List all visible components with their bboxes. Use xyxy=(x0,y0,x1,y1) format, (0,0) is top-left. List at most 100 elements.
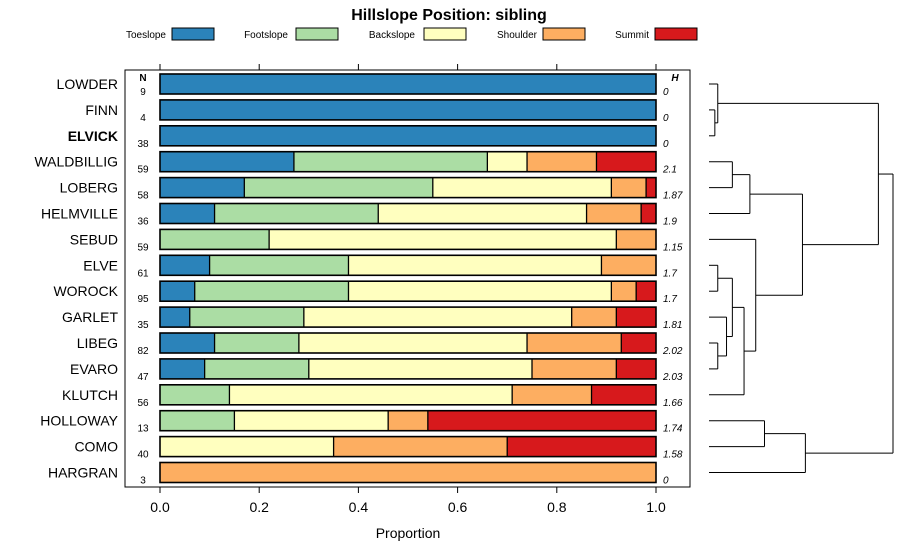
bar-segment-summit xyxy=(616,307,656,328)
bar-segment-summit xyxy=(646,177,656,198)
bar-segment-summit xyxy=(591,384,656,405)
bar-outline xyxy=(159,125,657,147)
category-label: LOWDER xyxy=(57,76,118,92)
bar-segment-shoulder xyxy=(388,410,428,431)
bar-segment-summit xyxy=(427,410,656,431)
legend: Toeslope Footslope Backslope Shoulder Summit xyxy=(126,27,698,41)
bar-segment-backslope xyxy=(487,151,528,172)
bar-segment-backslope xyxy=(378,203,587,224)
bar-outline xyxy=(159,358,657,380)
category-label: LOBERG xyxy=(60,180,118,196)
h-value: 1.66 xyxy=(663,398,683,409)
bar-segment-backslope xyxy=(229,384,513,405)
h-value: 0 xyxy=(663,87,669,98)
n-value: 3 xyxy=(140,476,146,487)
bar-segment-footslope xyxy=(214,333,299,353)
h-column-header: H xyxy=(671,73,679,84)
bar-segment-toeslope xyxy=(160,125,656,146)
row-hargran: HARGRAN 3 0 xyxy=(48,461,669,487)
bar-segment-summit xyxy=(596,151,656,172)
bar-segment-toeslope xyxy=(160,255,210,276)
bar-segment-backslope xyxy=(160,436,334,457)
bar-outline xyxy=(159,435,657,458)
h-value: 1.7 xyxy=(663,268,677,279)
bar-outline xyxy=(159,176,657,199)
bar-segment-footslope xyxy=(214,203,379,224)
row-lowder: LOWDER 9 0 xyxy=(57,73,669,98)
row-finn: FINN 4 0 xyxy=(85,99,669,124)
bar-segment-summit xyxy=(636,281,656,302)
h-value: 1.9 xyxy=(663,217,677,228)
bar-segment-shoulder xyxy=(527,151,597,172)
category-label: COMO xyxy=(74,439,118,455)
category-label: WOROCK xyxy=(53,283,118,299)
bar-segment-shoulder xyxy=(611,177,647,198)
h-value: 1.87 xyxy=(663,191,683,202)
h-value: 2.02 xyxy=(662,346,683,357)
chart-title: Hillslope Position: sibling xyxy=(351,7,547,24)
n-value: 13 xyxy=(137,424,149,435)
category-label: FINN xyxy=(85,102,118,118)
legend-label-summit: Summit xyxy=(615,30,649,41)
x-axis-label: Proportion xyxy=(376,525,441,541)
bar-outline xyxy=(159,461,657,484)
x-tick-label: 0.0 xyxy=(150,499,170,515)
h-value: 0 xyxy=(663,139,669,150)
category-label: WALDBILLIG xyxy=(34,154,118,170)
bar-segment-footslope xyxy=(160,384,230,405)
bar-outline xyxy=(159,73,657,95)
row-helmville: HELMVILLE 36 1.9 xyxy=(41,202,677,228)
bar-segment-toeslope xyxy=(160,358,205,379)
h-value: 0 xyxy=(663,476,669,487)
n-value: 4 xyxy=(140,113,146,124)
n-value: 59 xyxy=(137,242,149,253)
bar-segment-summit xyxy=(507,436,656,457)
dendrogram xyxy=(709,83,894,473)
row-sebud: SEBUD 59 1.15 xyxy=(70,228,683,253)
bar-segment-toeslope xyxy=(160,177,245,198)
n-value: 82 xyxy=(137,346,149,357)
category-label: ELVICK xyxy=(68,128,118,144)
legend-swatch-footslope xyxy=(295,27,339,41)
row-elvick: ELVICK 38 0 xyxy=(68,125,669,150)
legend-label-footslope: Footslope xyxy=(244,30,288,41)
row-libeg: LIBEG 82 2.02 xyxy=(77,332,683,357)
category-label: EVARO xyxy=(70,361,118,377)
n-value: 35 xyxy=(137,320,149,331)
bar-outline xyxy=(159,228,657,251)
bar-segment-footslope xyxy=(204,358,309,379)
row-garlet: GARLET 35 1.81 xyxy=(62,306,682,331)
plot-frame xyxy=(124,69,691,488)
row-worock: WOROCK 95 1.7 xyxy=(53,280,677,305)
h-value: 1.58 xyxy=(663,450,683,461)
legend-swatch-summit xyxy=(654,27,698,41)
legend-swatch-backslope xyxy=(423,27,467,41)
category-label: ELVE xyxy=(83,257,118,273)
bar-segment-toeslope xyxy=(160,307,190,328)
h-value: 2.1 xyxy=(662,165,677,176)
category-label: LIBEG xyxy=(77,335,118,351)
legend-label-toeslope: Toeslope xyxy=(126,30,166,41)
bar-outline xyxy=(159,150,657,173)
bar-segment-toeslope xyxy=(160,151,294,172)
bar-segment-shoulder xyxy=(586,203,642,224)
h-value: 1.74 xyxy=(663,424,683,435)
bar-outline xyxy=(159,383,657,406)
n-value: 38 xyxy=(137,139,149,150)
bar-segment-shoulder xyxy=(601,255,656,276)
bar-outline xyxy=(159,254,657,277)
category-label: HOLLOWAY xyxy=(40,413,118,429)
bar-outline xyxy=(159,99,657,121)
x-tick-label: 0.4 xyxy=(349,499,369,515)
bar-segment-toeslope xyxy=(160,281,195,302)
legend-swatch-shoulder xyxy=(542,27,586,41)
bar-segment-summit xyxy=(621,333,656,353)
category-label: GARLET xyxy=(62,309,118,325)
legend-label-shoulder: Shoulder xyxy=(497,30,538,41)
bar-segment-backslope xyxy=(348,255,602,276)
bar-segment-shoulder xyxy=(571,307,617,328)
bar-segment-toeslope xyxy=(160,74,656,94)
bar-outline xyxy=(159,306,657,328)
h-value: 1.15 xyxy=(663,242,683,253)
